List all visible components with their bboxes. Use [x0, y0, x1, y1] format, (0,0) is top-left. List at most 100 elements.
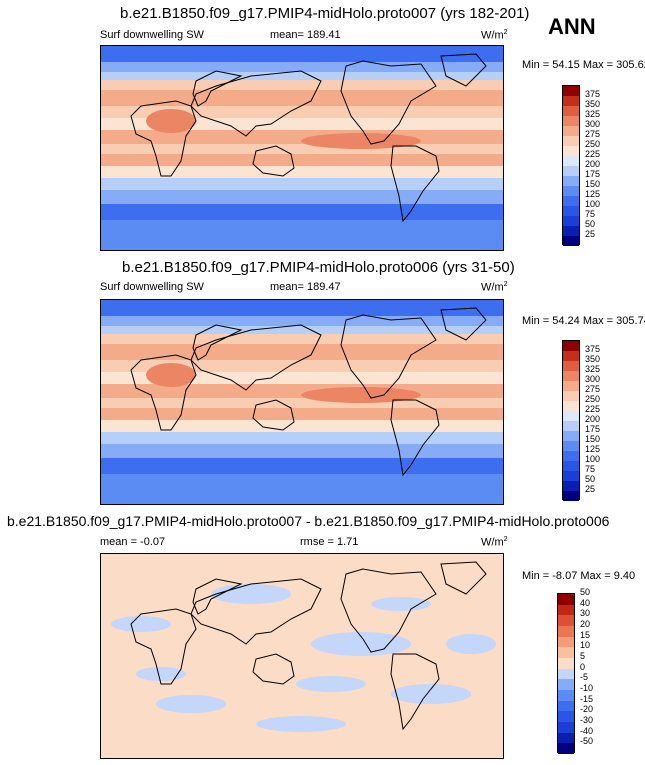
high-radiation-region [146, 109, 196, 133]
coastline [190, 578, 322, 645]
colorbar-tick-label: 375 [585, 89, 601, 99]
colorbar-tick-label: -20 [580, 704, 594, 715]
colorbar-tick-label: 350 [585, 99, 601, 109]
colorbar-swatch [563, 176, 579, 186]
colorbar-swatch [563, 351, 579, 361]
colorbar-swatch [563, 471, 579, 481]
coastline [440, 53, 487, 87]
panel2-mean-label: mean= 189.47 [270, 281, 341, 293]
map-band [101, 118, 503, 130]
panel3-title: b.e21.B1850.f09_g17.PMIP4-midHolo.proto0… [7, 513, 610, 529]
colorbar-tick-label: 100 [585, 199, 601, 209]
panel2-title: b.e21.B1850.f09_g17.PMIP4-midHolo.proto0… [122, 259, 515, 276]
colorbar-swatch [563, 481, 579, 491]
map-band [101, 154, 503, 166]
panel1-units: W/m2 [481, 29, 508, 42]
map-band [101, 334, 503, 344]
panel2-units: W/m2 [481, 281, 508, 294]
colorbar-swatch [563, 146, 579, 156]
map-band [101, 90, 503, 106]
colorbar-tick-label: 250 [585, 394, 601, 404]
colorbar-tick-label: 50 [585, 474, 596, 484]
high-radiation-region [301, 133, 421, 149]
panel1-colorbar [562, 85, 580, 246]
map-band [101, 220, 503, 250]
map-band [101, 144, 503, 154]
colorbar-tick-label: 5 [580, 651, 586, 661]
map-band [101, 204, 503, 220]
panel3-map [100, 553, 504, 759]
colorbar-tick-label: -10 [580, 683, 594, 693]
colorbar-tick-label: 275 [585, 384, 601, 394]
coastline [340, 568, 437, 653]
colorbar-tick-label: 175 [585, 169, 601, 179]
colorbar-tick-label: 250 [585, 139, 601, 149]
panel1-title: b.e21.B1850.f09_g17.PMIP4-midHolo.proto0… [120, 5, 530, 22]
coastline [390, 399, 440, 477]
colorbar-tick-label: 125 [585, 444, 601, 454]
panel2-colorbar [562, 340, 580, 501]
colorbar-tick-label: -50 [580, 736, 594, 747]
panel3-colorbar [557, 593, 575, 754]
coastline [440, 307, 487, 341]
colorbar-swatch [563, 116, 579, 126]
panel1-map [100, 45, 504, 251]
colorbar-tick-label: 200 [585, 159, 601, 169]
colorbar-swatch [563, 196, 579, 206]
colorbar-swatch [558, 700, 574, 712]
map-band [101, 408, 503, 420]
anomaly-patch [111, 616, 171, 632]
map-band [101, 398, 503, 408]
colorbar-swatch [558, 679, 574, 690]
colorbar-swatch [558, 721, 574, 733]
colorbar-tick-label: 125 [585, 189, 601, 199]
colorbar-swatch [563, 236, 579, 246]
map-band [101, 190, 503, 204]
colorbar-swatch [563, 106, 579, 116]
colorbar-swatch [563, 186, 579, 196]
panel1-minmax: Min = 54.15 Max = 305.62 [522, 59, 645, 71]
colorbar-swatch [563, 431, 579, 441]
colorbar-swatch [563, 371, 579, 381]
colorbar-swatch [558, 615, 574, 626]
anomaly-patch [446, 634, 496, 654]
colorbar-tick-label: 75 [585, 209, 596, 219]
colorbar-swatch [558, 625, 574, 637]
map-band [101, 432, 503, 444]
colorbar-tick-label: 40 [580, 597, 591, 608]
panel2-minmax: Min = 54.24 Max = 305.74 [522, 315, 645, 327]
colorbar-tick-label: -40 [580, 725, 594, 736]
colorbar-swatch [563, 491, 579, 501]
panel3-units: W/m2 [481, 536, 508, 549]
panel1-mean-label: mean= 189.41 [270, 29, 341, 41]
colorbar-tick-label: 20 [580, 619, 591, 629]
colorbar-swatch [563, 461, 579, 471]
map-band [101, 316, 503, 326]
anomaly-patch [296, 676, 366, 692]
coastline [252, 399, 295, 431]
colorbar-tick-label: 325 [585, 364, 601, 374]
high-radiation-region [146, 363, 196, 387]
colorbar-swatch [558, 594, 574, 605]
map-band [101, 420, 503, 432]
panel3-minmax: Min = -8.07 Max = 9.40 [522, 570, 636, 582]
anomaly-patch [256, 716, 346, 732]
colorbar-swatch [563, 216, 579, 226]
colorbar-swatch [563, 441, 579, 451]
colorbar-tick-label: 300 [585, 119, 601, 129]
colorbar-tick-label: 175 [585, 424, 601, 434]
colorbar-swatch [563, 126, 579, 136]
colorbar-swatch [563, 341, 579, 351]
colorbar-swatch [558, 668, 574, 680]
anomaly-patch [136, 667, 186, 681]
coastline [390, 145, 440, 223]
colorbar-swatch [563, 166, 579, 176]
colorbar-tick-label: 150 [585, 434, 601, 444]
map-band [101, 360, 503, 372]
anomaly-patch [211, 584, 291, 604]
map-band [101, 344, 503, 360]
colorbar-tick-label: 0 [580, 661, 586, 672]
map-band [101, 46, 503, 62]
colorbar-tick-label: 350 [585, 354, 601, 364]
map-band [101, 80, 503, 90]
